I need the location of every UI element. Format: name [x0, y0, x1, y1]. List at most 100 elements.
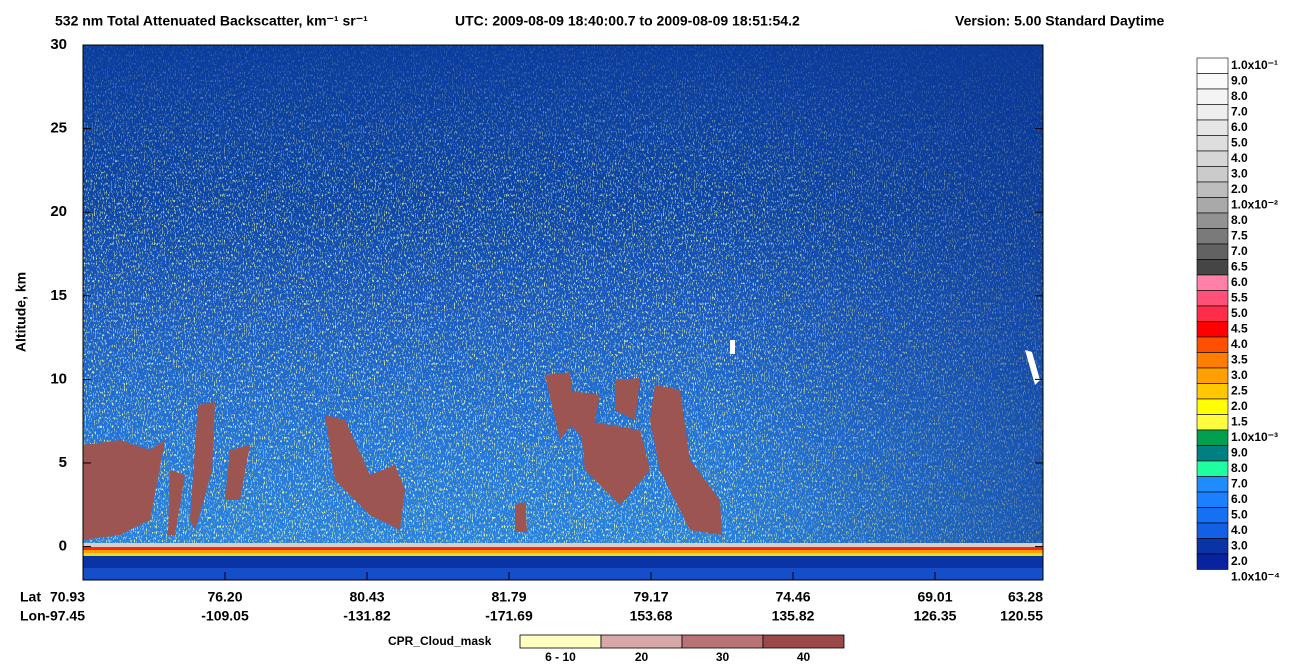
- lat-label: Lat: [20, 589, 41, 605]
- colorbar-label: 8.0: [1231, 89, 1248, 103]
- lat-tick-label: 74.46: [775, 589, 810, 605]
- colorbar-label: 1.5: [1231, 415, 1248, 429]
- colorbar-label: 6.0: [1231, 120, 1248, 134]
- cloud: [615, 378, 640, 420]
- colorbar-swatch: [1196, 460, 1229, 477]
- colorbar-swatch: [1196, 414, 1229, 431]
- colorbar-label: 1.0x10⁻⁴: [1231, 570, 1280, 584]
- colorbar-swatch: [1196, 476, 1229, 493]
- y-tick-label: 25: [50, 120, 67, 137]
- y-tick-label: 30: [50, 36, 67, 53]
- surface-return: [83, 543, 1043, 547]
- colorbar-swatch: [1196, 150, 1229, 167]
- colorbar-label: 3.0: [1231, 539, 1248, 553]
- subsurface: [83, 568, 1043, 580]
- colorbar-swatch: [1196, 228, 1229, 245]
- colorbar-label: 7.0: [1231, 477, 1248, 491]
- cloud: [515, 502, 527, 532]
- colorbar-label: 4.0: [1231, 151, 1248, 165]
- clear-sky-fade: [83, 45, 1043, 580]
- cloud: [83, 440, 165, 540]
- y-tick-label: 10: [50, 370, 67, 387]
- lon-tick-label: -97.45: [45, 608, 85, 624]
- colorbar-swatch: [1196, 119, 1229, 136]
- plot-frame: [82, 44, 1044, 581]
- plot-image: [83, 45, 1043, 580]
- colorbar-label: 3.0: [1231, 368, 1248, 382]
- lon-tick-label: 120.55: [1000, 608, 1043, 624]
- colorbar-swatch: [1196, 507, 1229, 524]
- cloud: [190, 402, 215, 530]
- colorbar-label: 1.0x10⁻²: [1231, 198, 1278, 212]
- cloud: [325, 415, 405, 530]
- y-tick-label: 20: [50, 203, 67, 220]
- colorbar-swatch: [1196, 445, 1229, 462]
- lat-tick-label: 63.28: [1008, 589, 1043, 605]
- lat-tick-label: 80.43: [349, 589, 384, 605]
- colorbar-label: 7.0: [1231, 244, 1248, 258]
- cloud: [168, 470, 185, 535]
- colorbar-label: 8.0: [1231, 213, 1248, 227]
- lon-tick-label: 135.82: [772, 608, 815, 624]
- colorbar-swatch: [1196, 491, 1229, 508]
- lat-tick-label: 70.93: [50, 589, 85, 605]
- colorbar-label: 3.5: [1231, 353, 1248, 367]
- cloud: [580, 420, 650, 505]
- colorbar-swatch: [1196, 181, 1229, 198]
- cloud-mask-label: 20: [635, 650, 649, 664]
- lon-label: Lon: [20, 608, 46, 624]
- colorbar-swatch: [1196, 197, 1229, 214]
- colorbar-label: 8.0: [1231, 461, 1248, 475]
- y-axis-label: Altitude, km: [13, 272, 29, 352]
- colorbar-label: 5.0: [1231, 508, 1248, 522]
- cloud-mask-label: 40: [797, 650, 811, 664]
- colorbar-label: 1.0x10⁻¹: [1231, 58, 1278, 72]
- cloud-mask-swatch: [681, 634, 764, 649]
- cloud: [650, 385, 722, 535]
- colorbar-swatch: [1196, 367, 1229, 384]
- cloud-mask-title: CPR_Cloud_mask: [388, 634, 492, 648]
- colorbar-label: 9.0: [1231, 74, 1248, 88]
- lon-tick-label: -171.69: [485, 608, 533, 624]
- colorbar-label: 6.0: [1231, 492, 1248, 506]
- cloud-mask-label: 30: [716, 650, 730, 664]
- colorbar-swatch: [1196, 305, 1229, 322]
- colorbar-label: 4.0: [1231, 337, 1248, 351]
- colorbar-label: 7.0: [1231, 105, 1248, 119]
- colorbar-swatch: [1196, 88, 1229, 105]
- lon-tick-label: -131.82: [343, 608, 391, 624]
- colorbar-label: 1.0x10⁻³: [1231, 430, 1278, 444]
- colorbar-label: 5.5: [1231, 291, 1248, 305]
- cloud-mask-swatch: [762, 634, 845, 649]
- colorbar-label: 7.5: [1231, 229, 1248, 243]
- colorbar-swatch: [1196, 336, 1229, 353]
- cloud-echo: [730, 340, 735, 354]
- colorbar-swatch: [1196, 166, 1229, 183]
- colorbar-label: 6.5: [1231, 260, 1248, 274]
- time-range: UTC: 2009-08-09 18:40:00.7 to 2009-08-09…: [455, 13, 800, 29]
- colorbar-swatch: [1196, 383, 1229, 400]
- colorbar-swatch: [1196, 135, 1229, 152]
- y-tick-label: 0: [59, 538, 67, 555]
- cloud: [545, 372, 575, 440]
- colorbar-label: 2.0: [1231, 399, 1248, 413]
- colorbar-label: 4.0: [1231, 523, 1248, 537]
- lat-tick-label: 81.79: [491, 589, 526, 605]
- chart-title: 532 nm Total Attenuated Backscatter, km⁻…: [55, 13, 368, 29]
- colorbar-label: 5.0: [1231, 136, 1248, 150]
- colorbar-swatch: [1196, 104, 1229, 121]
- lat-tick-label: 79.17: [633, 589, 668, 605]
- colorbar-label: 4.5: [1231, 322, 1248, 336]
- colorbar-swatch: [1196, 429, 1229, 446]
- colorbar-swatch: [1196, 553, 1229, 570]
- colorbar-label: 2.0: [1231, 182, 1248, 196]
- colorbar-swatch: [1196, 212, 1229, 229]
- lat-tick-label: 76.20: [207, 589, 242, 605]
- lon-tick-label: 153.68: [630, 608, 673, 624]
- colorbar-swatch: [1196, 398, 1229, 415]
- colorbar-label: 2.5: [1231, 384, 1248, 398]
- colorbar-swatch: [1196, 243, 1229, 260]
- cloud-echo: [1025, 350, 1040, 385]
- colorbar-swatch: [1196, 57, 1229, 74]
